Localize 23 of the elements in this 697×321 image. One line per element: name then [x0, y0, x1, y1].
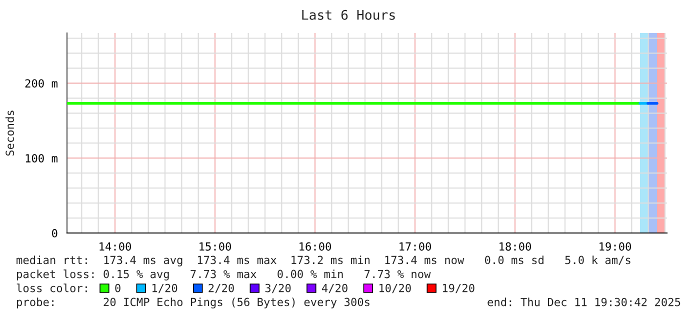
- x-tick-label: 18:00: [500, 242, 532, 251]
- legend-label: 1/20: [152, 284, 178, 294]
- legend-label: 19/20: [442, 284, 474, 294]
- text: end: Thu Dec 11 19:30:42 2025: [488, 298, 680, 306]
- y-tick-label: 0: [52, 229, 58, 238]
- legend-label: 2/20: [208, 284, 234, 294]
- x-tick-label: 14:00: [100, 242, 132, 251]
- legend-label: 3/20: [265, 284, 291, 294]
- legend-label: 10/20: [379, 284, 411, 294]
- legend-title: loss color:: [16, 284, 87, 292]
- x-tick-label: 15:00: [200, 242, 232, 251]
- text: probe: 20 ICMP Echo Pings (56 Bytes) every 300s: [17, 298, 370, 308]
- legend-label: 4/20: [322, 284, 348, 294]
- y-tick-label: 200 m: [25, 79, 58, 88]
- text: median rtt: 173.4 ms avg 173.4 ms max 173.2 ms min 173.4 ms now 0.0 ms sd 5.0 k am/s: [16, 256, 630, 266]
- y-axis-title: Seconds: [5, 110, 14, 156]
- x-tick-label: 17:00: [400, 242, 432, 251]
- chart-title: Last 6 Hours: [302, 10, 395, 20]
- text: packet loss: 0.15 % avg 7.73 % max 0.00 % min 7.73 % now: [17, 270, 431, 280]
- legend-label: 0: [115, 284, 120, 292]
- x-tick-label: 16:00: [300, 242, 332, 251]
- x-tick-label: 19:00: [600, 242, 632, 251]
- y-tick-label: 100 m: [26, 154, 58, 162]
